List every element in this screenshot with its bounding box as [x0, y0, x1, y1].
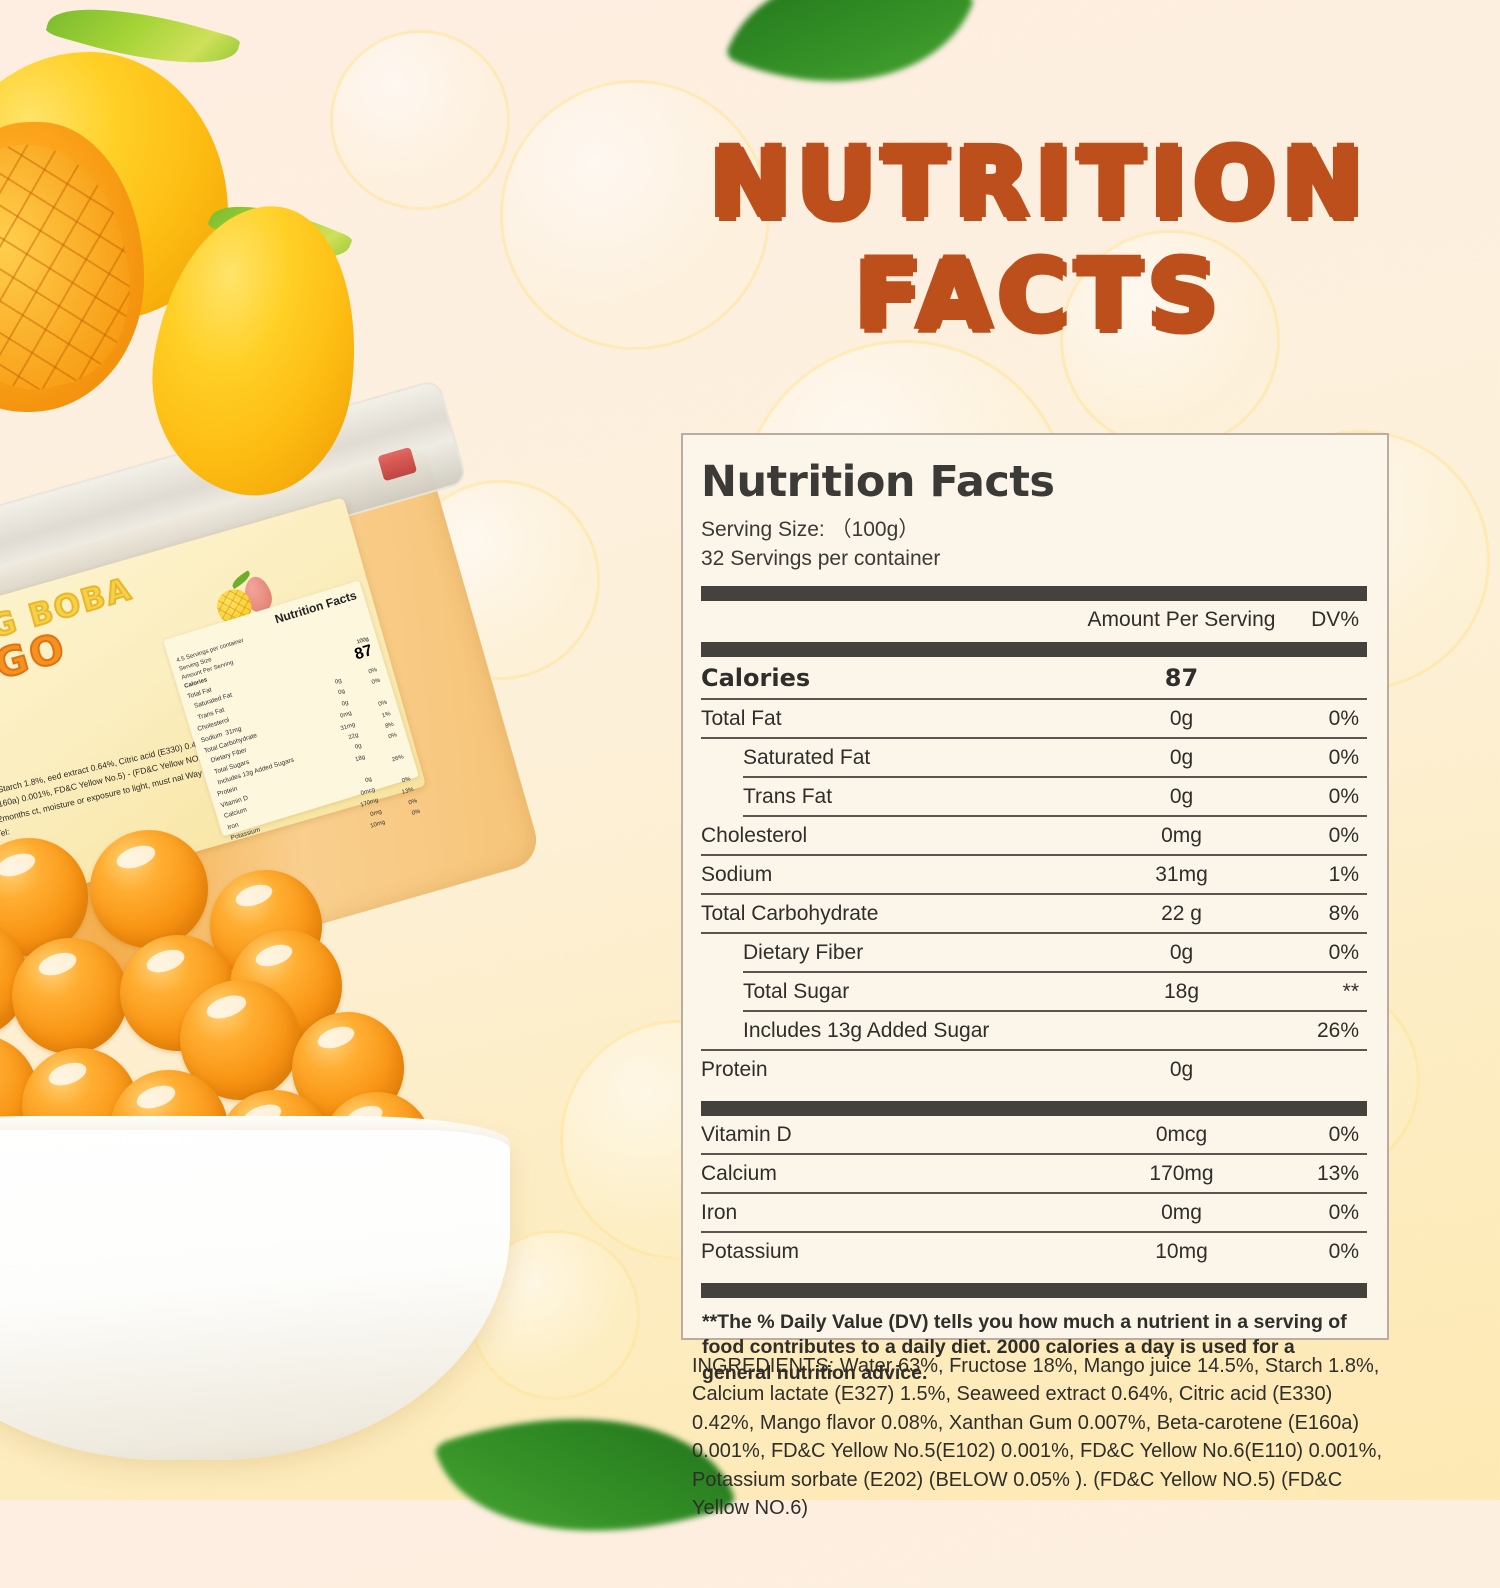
nutrition-table: Amount Per Serving DV% — [701, 601, 1367, 638]
row-amount — [1074, 1011, 1289, 1052]
row-amount: 22 g — [1074, 894, 1289, 935]
table-row: Total Fat 0g 0% — [701, 699, 1367, 740]
boba-pearl — [90, 830, 208, 948]
white-bowl — [0, 1130, 510, 1460]
panel-divider-thick-top — [701, 586, 1367, 602]
page-title: NUTRITION FACTS — [690, 126, 1390, 354]
panel-divider-thick-under-header — [701, 642, 1367, 658]
table-row: Iron 0mg 0% — [701, 1193, 1367, 1234]
table-row: Cholesterol 0mg 0% — [701, 816, 1367, 857]
row-daily-value: 13% — [1289, 1154, 1367, 1195]
row-daily-value: 0% — [1289, 816, 1367, 857]
boba-pearl — [12, 938, 128, 1054]
table-row: Protein 0g — [701, 1050, 1367, 1088]
table-row: Calcium 170mg 13% — [701, 1154, 1367, 1195]
row-amount: 0mg — [1074, 1193, 1289, 1234]
panel-divider-thick-mid — [701, 1101, 1367, 1117]
row-label: Includes 13g Added Sugar — [701, 1011, 1074, 1052]
table-row: Trans Fat 0g 0% — [701, 777, 1367, 818]
row-label: Calories — [701, 657, 1074, 701]
page-title-line2: FACTS — [854, 239, 1225, 354]
row-label: Saturated Fat — [701, 738, 1074, 779]
header-blank — [701, 601, 1074, 638]
row-amount: 170mg — [1074, 1154, 1289, 1195]
row-amount: 0g — [1074, 738, 1289, 779]
table-row: Vitamin D 0mcg 0% — [701, 1116, 1367, 1156]
table-row: Calories 87 — [701, 657, 1367, 701]
row-daily-value: 8% — [1289, 894, 1367, 935]
page-title-line1: NUTRITION — [709, 126, 1370, 241]
row-amount: 0mg — [1074, 816, 1289, 857]
row-amount: 10mg — [1155, 1240, 1208, 1264]
row-daily-value: 0% — [1289, 738, 1367, 779]
dv-footnote: **The % Daily Value (DV) tells you how m… — [702, 1311, 1347, 1384]
row-label: Protein — [701, 1058, 768, 1082]
panel-divider-thick-bottom — [701, 1283, 1367, 1299]
table-row: Total Carbohydrate 22 g 8% — [701, 894, 1367, 935]
row-amount: 18g — [1074, 972, 1289, 1013]
row-label: Iron — [701, 1193, 1074, 1234]
servings-per-container: 32 Servings per container — [701, 546, 941, 570]
serving-size-value: （100g） — [830, 518, 920, 541]
table-row: Dietary Fiber 0g 0% — [701, 933, 1367, 974]
row-daily-value — [1289, 1050, 1367, 1088]
serving-size-label: Serving Size: — [701, 518, 825, 541]
serving-info: Serving Size: （100g） 32 Servings per con… — [701, 516, 1367, 573]
row-daily-value: 0% — [1289, 1116, 1367, 1156]
row-daily-value — [1289, 657, 1367, 701]
row-daily-value: 0% — [1289, 777, 1367, 818]
row-label: Total Fat — [701, 699, 1074, 740]
row-amount: 0mcg — [1074, 1116, 1289, 1156]
mango-photo-group — [0, 0, 398, 550]
boba-bowl-group — [0, 830, 550, 1500]
row-label: Dietary Fiber — [701, 933, 1074, 974]
row-amount: 0g — [1074, 933, 1289, 974]
row-daily-value: 0% — [1289, 699, 1367, 740]
leaf-decoration-top — [724, 0, 976, 136]
row-label: Total Carbohydrate — [701, 894, 1074, 935]
header-dv-percent: DV% — [1311, 608, 1359, 632]
row-label: Trans Fat — [701, 777, 1074, 818]
row-amount: 87 — [1074, 657, 1289, 701]
header-amount-per-serving: Amount Per Serving — [1087, 608, 1276, 632]
table-row: Saturated Fat 0g 0% — [701, 738, 1367, 779]
table-row: Sodium 31mg 1% — [701, 855, 1367, 896]
row-label: Sodium — [701, 855, 1074, 896]
table-header-row: Amount Per Serving DV% — [701, 601, 1367, 638]
row-label: Cholesterol — [701, 816, 1074, 857]
row-daily-value: ** — [1289, 972, 1367, 1013]
row-amount: 31mg — [1074, 855, 1289, 896]
row-label: Calcium — [701, 1154, 1074, 1195]
nutrition-facts-panel: Nutrition Facts Serving Size: （100g） 32 … — [681, 433, 1389, 1384]
row-amount: 0g — [1074, 699, 1289, 740]
row-amount: 0g — [1169, 1058, 1194, 1082]
row-daily-value: 1% — [1289, 855, 1367, 896]
row-label: Vitamin D — [701, 1116, 1074, 1156]
row-label: Total Sugar — [701, 972, 1074, 1013]
row-daily-value: 0% — [1289, 933, 1367, 974]
nutrition-facts-heading: Nutrition Facts — [701, 457, 1055, 507]
row-daily-value: 26% — [1289, 1011, 1367, 1052]
ingredients-paragraph: INGREDIENTS: Water 63%, Fructose 18%, Ma… — [692, 1355, 1383, 1519]
nutrition-rows-main: Calories 87 Total Fat 0g 0% Saturated Fat 0g 0%… — [701, 657, 1367, 1088]
table-row: Potassium 10mg 0% — [701, 1232, 1367, 1270]
table-row: Includes 13g Added Sugar 26% — [701, 1011, 1367, 1052]
leaf-shape — [724, 0, 976, 136]
table-row: Total Sugar 18g ** — [701, 972, 1367, 1013]
nutrition-rows-vitamins: Vitamin D 0mcg 0% Calcium 170mg 13% Iron 0mg 0% P… — [701, 1116, 1367, 1270]
row-amount: 0g — [1074, 777, 1289, 818]
row-daily-value: 0% — [1289, 1193, 1367, 1234]
row-label: Potassium — [701, 1240, 800, 1264]
row-daily-value: 0% — [1328, 1240, 1359, 1264]
